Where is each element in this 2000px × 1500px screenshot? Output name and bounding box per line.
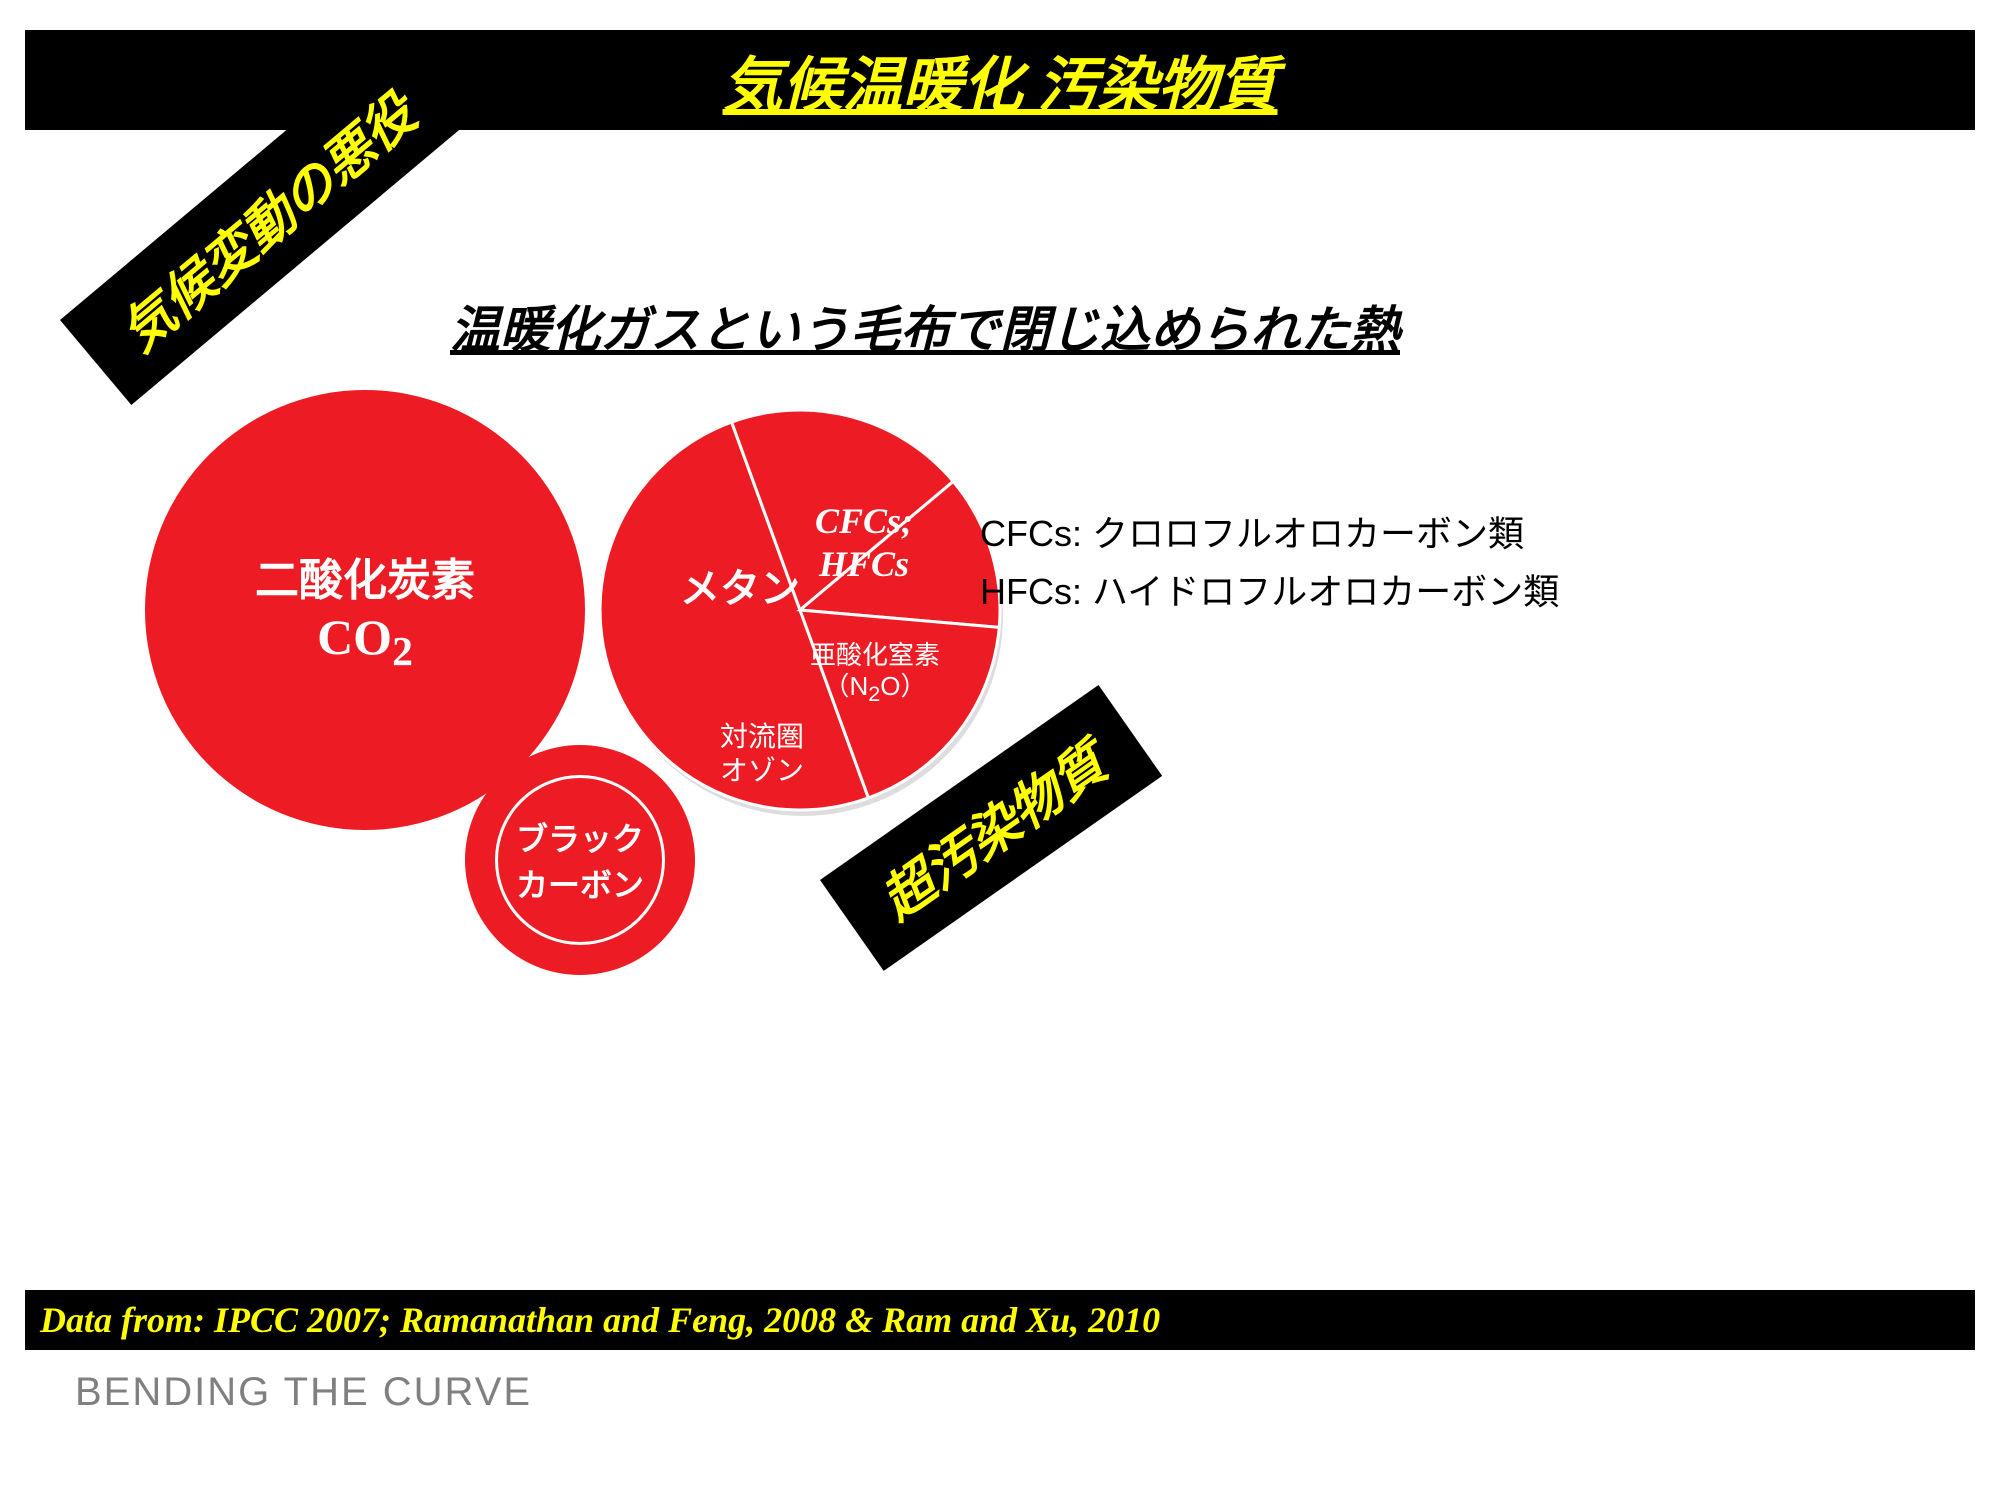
title-text: 気候温暖化 汚染物質 [723,37,1278,124]
bc-label-2: カーボン [516,860,644,906]
subtitle: 温暖化ガスという毛布で閉じ込められた熱 [450,290,1400,362]
credit-bar: Data from: IPCC 2007; Ramanathan and Fen… [25,1290,1975,1350]
co2-label-2: CO2 [317,608,413,676]
black-carbon-inner-ring: ブラック カーボン [495,775,665,945]
pie-label-n2o: 亜酸化窒素（N2O） [810,640,940,707]
credit-text: Data from: IPCC 2007; Ramanathan and Fen… [40,1299,1160,1341]
footer-text: BENDING THE CURVE [75,1370,532,1415]
bc-label-1: ブラック [516,814,644,860]
legend-line-cfcs: CFCs: クロロフルオロカーボン類 [980,505,1559,563]
legend-line-hfcs: HFCs: ハイドロフルオロカーボン類 [980,563,1559,621]
co2-label-1: 二酸化炭素 [255,544,475,608]
pie-label-ozone: 対流圏オゾン [720,720,804,787]
slide-stage: 気候温暖化 汚染物質 気候変動の悪役 温暖化ガスという毛布で閉じ込められた熱 二… [0,0,2000,1500]
legend: CFCs: クロロフルオロカーボン類 HFCs: ハイドロフルオロカーボン類 [980,505,1559,620]
black-carbon-circle: ブラック カーボン [465,745,695,975]
pie-label-methane: メタン [680,565,800,613]
pie-label-cfcs: CFCs;HFCs [815,500,913,586]
